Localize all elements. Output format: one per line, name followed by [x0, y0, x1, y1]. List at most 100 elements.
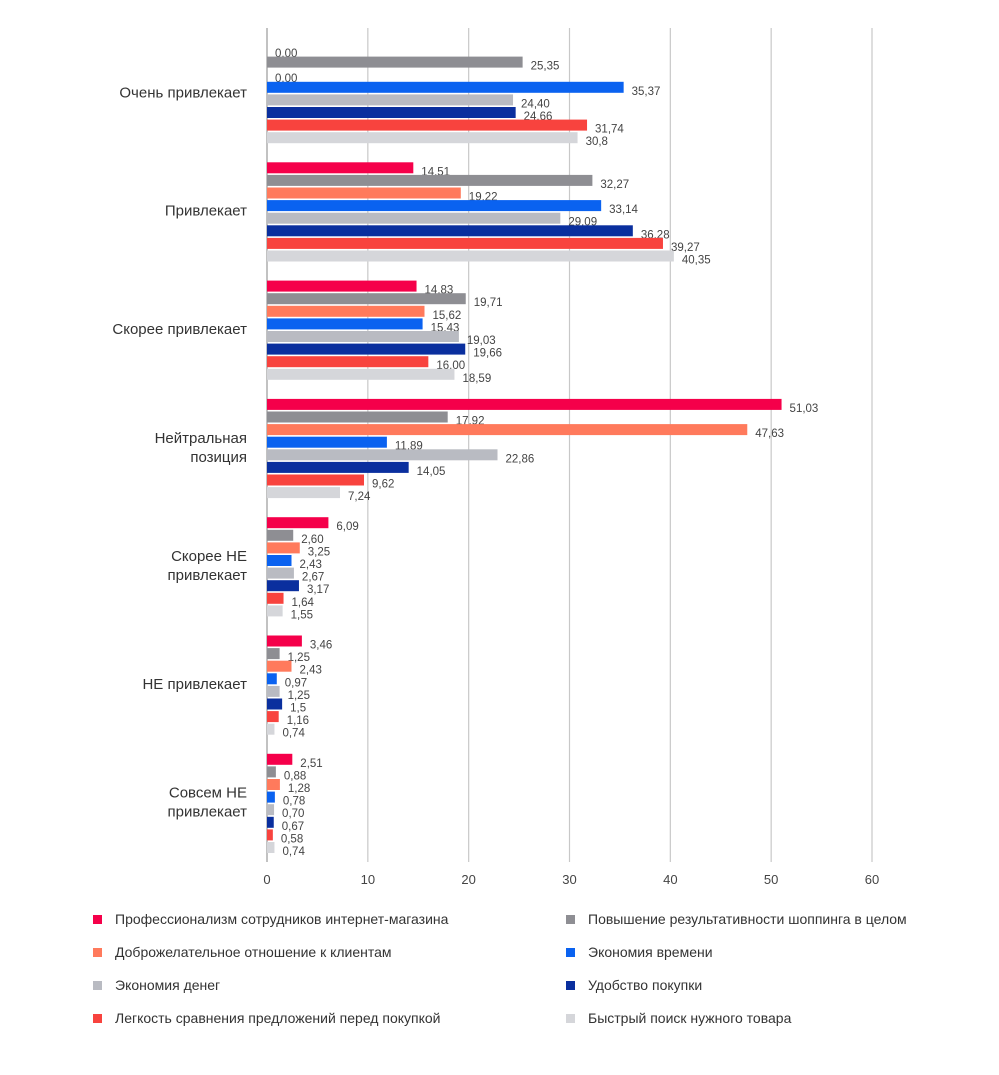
data-label: 0,74: [282, 846, 305, 858]
data-label: 47,63: [755, 428, 784, 440]
data-label: 0,74: [282, 728, 305, 740]
bar: [267, 162, 414, 174]
category-label: НЕ привлекает: [142, 676, 247, 693]
data-label: 25,35: [531, 61, 560, 73]
x-tick-label: 0: [263, 872, 270, 887]
bar: [267, 753, 293, 765]
legend-label: Легкость сравнения предложений перед пок…: [115, 1010, 441, 1026]
bar: [267, 436, 387, 448]
x-tick-label: 50: [764, 872, 778, 887]
x-tick-label: 10: [361, 872, 375, 887]
data-label: 2,43: [300, 559, 322, 571]
data-label: 0,67: [282, 821, 304, 833]
data-label: 1,25: [288, 652, 310, 664]
x-tick-label: 30: [562, 872, 576, 887]
data-label: 1,5: [290, 703, 306, 715]
bar: [267, 517, 329, 529]
data-label: 19,71: [474, 297, 503, 309]
data-label: 1,28: [288, 783, 310, 795]
bar: [267, 305, 425, 317]
legend-swatch: [93, 948, 102, 957]
bar: [267, 81, 624, 93]
data-label: 2,67: [302, 572, 324, 584]
data-label: 0,97: [285, 677, 307, 689]
bar: [267, 635, 302, 647]
bar: [267, 424, 748, 436]
data-label: 3,46: [310, 640, 332, 652]
data-label: 6,09: [336, 521, 358, 533]
data-label: 31,74: [595, 124, 624, 136]
category-label: Совсем НЕ: [169, 785, 247, 802]
legend-label: Профессионализм сотрудников интернет-маг…: [115, 911, 449, 927]
data-label: 33,14: [609, 204, 638, 216]
bar: [267, 449, 498, 461]
bar: [267, 94, 514, 106]
data-label: 0,70: [282, 808, 304, 820]
data-label: 0,88: [284, 770, 306, 782]
bar: [267, 212, 561, 224]
data-label: 3,25: [308, 546, 330, 558]
data-label: 24,40: [521, 98, 550, 110]
bar: [267, 580, 299, 592]
bar: [267, 187, 461, 199]
x-tick-label: 60: [865, 872, 879, 887]
data-label: 14,05: [417, 466, 446, 478]
bar: [267, 766, 276, 778]
bar: [267, 398, 782, 410]
category-label: Нейтральная: [155, 430, 247, 447]
bar: [267, 487, 341, 499]
data-label: 1,16: [287, 715, 309, 727]
data-label: 35,37: [632, 86, 661, 98]
bar: [267, 842, 275, 853]
bar: [267, 660, 292, 672]
data-label: 15,62: [433, 310, 462, 322]
category-label: позиция: [190, 449, 247, 466]
data-label: 18,59: [462, 373, 491, 385]
legend-swatch: [566, 981, 575, 990]
bar: [267, 318, 423, 330]
bar: [267, 592, 284, 604]
bar: [267, 174, 593, 186]
legend-label: Удобство покупки: [588, 977, 702, 993]
legend-label: Быстрый поиск нужного товара: [588, 1010, 792, 1026]
category-label: привлекает: [167, 804, 247, 821]
data-label: 1,25: [288, 690, 310, 702]
legend-swatch: [566, 948, 575, 957]
legend-label: Доброжелательное отношение к клиентам: [115, 944, 392, 960]
x-tick-label: 20: [461, 872, 475, 887]
bar: [267, 56, 523, 68]
data-label: 32,27: [600, 179, 629, 191]
bar: [267, 723, 275, 735]
bar: [267, 529, 294, 541]
bar: [267, 119, 588, 131]
x-tick-label: 40: [663, 872, 677, 887]
legend-swatch: [93, 915, 102, 924]
bar: [267, 816, 274, 828]
legend-swatch: [566, 1014, 575, 1023]
legend-label: Повышение результативности шоппинга в це…: [588, 911, 907, 927]
bar: [267, 343, 466, 355]
bar: [267, 411, 448, 423]
data-label: 1,55: [291, 609, 313, 621]
bar: [267, 461, 409, 473]
bar: [267, 542, 300, 554]
bar: [267, 237, 663, 249]
bar: [267, 779, 280, 790]
bar: [267, 685, 280, 697]
legend-label: Экономия денег: [115, 977, 220, 993]
data-label: 3,17: [307, 584, 329, 596]
data-label: 30,8: [586, 136, 608, 148]
data-label: 2,43: [300, 665, 322, 677]
bar: [267, 474, 365, 486]
legend-label: Экономия времени: [588, 944, 713, 960]
bar: [267, 356, 429, 368]
data-label: 51,03: [790, 403, 819, 415]
bar: [267, 250, 674, 262]
data-label: 1,64: [292, 597, 315, 609]
data-label: 39,27: [671, 242, 700, 254]
category-label: привлекает: [167, 567, 247, 584]
bar: [267, 648, 280, 660]
data-label: 0,58: [281, 833, 303, 845]
bar: [267, 829, 273, 841]
data-label: 0,78: [283, 796, 305, 808]
